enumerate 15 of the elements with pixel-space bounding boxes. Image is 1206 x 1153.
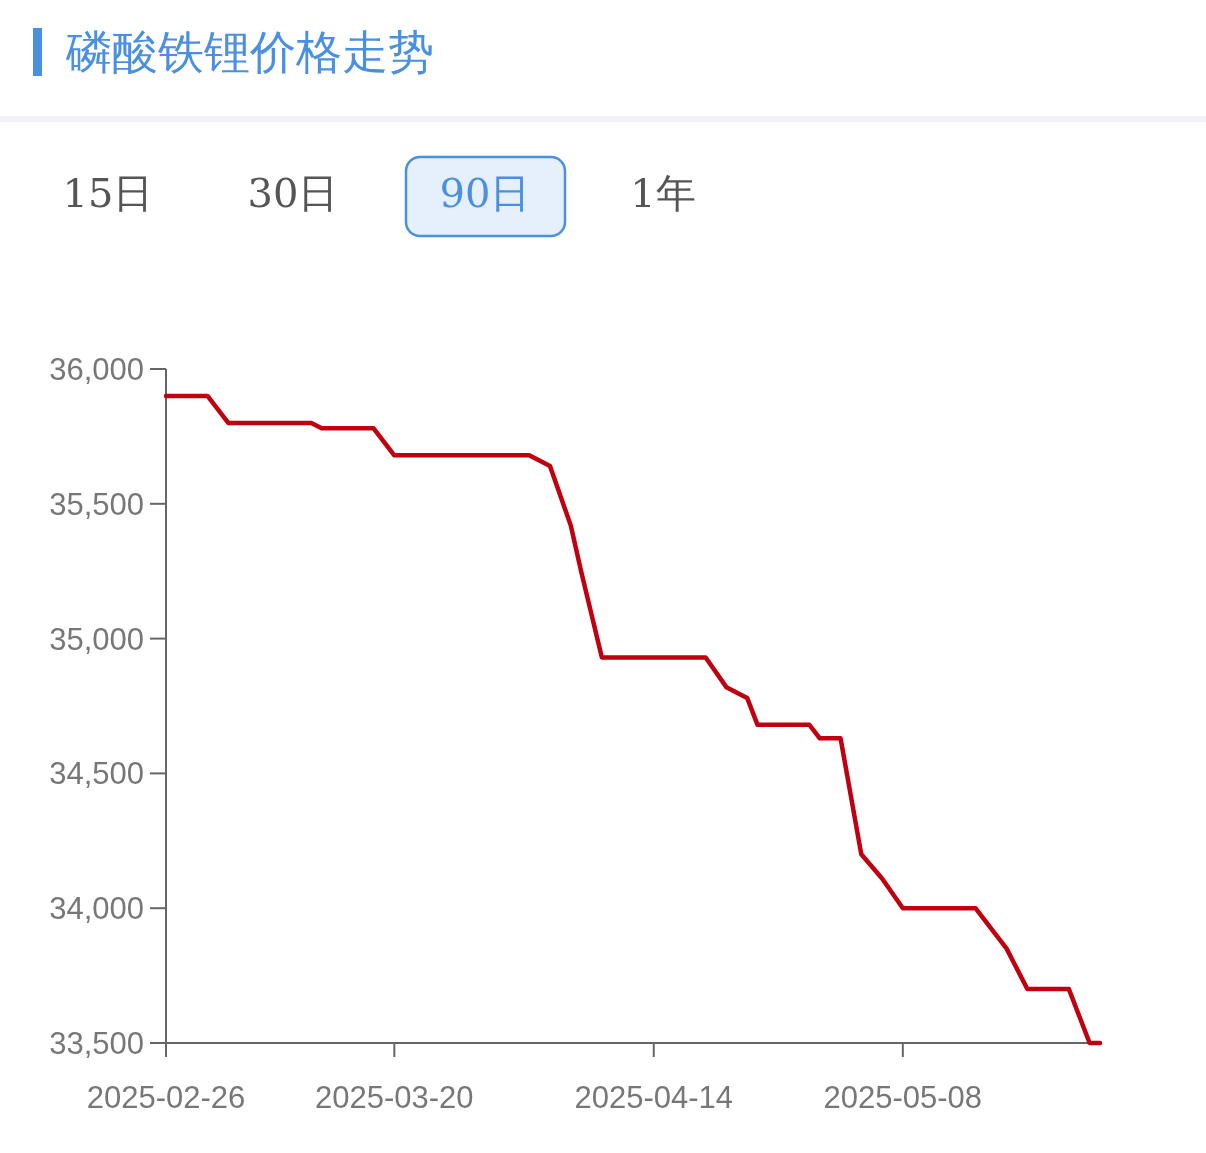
y-tick-label: 36,000	[49, 352, 144, 387]
y-tick-label: 33,500	[49, 1026, 144, 1061]
y-tick-label: 34,500	[49, 756, 144, 792]
text: 30日	[247, 170, 339, 216]
text: 1年	[630, 170, 696, 216]
y-tick-label: 35,000	[49, 621, 144, 657]
y-tick-label: 34,000	[49, 891, 144, 927]
x-tick-label: 2025-04-14	[574, 1080, 734, 1115]
text: 90日	[439, 170, 531, 216]
x-tick-label: 2025-03-20	[315, 1080, 474, 1115]
text: 15日	[62, 170, 154, 216]
y-tick-label: 35,500	[49, 486, 144, 522]
x-tick-label: 2025-02-26	[86, 1080, 246, 1115]
chart-title: 磷酸铁锂价格走势	[65, 25, 434, 79]
x-tick-label: 2025-05-08	[823, 1080, 983, 1115]
